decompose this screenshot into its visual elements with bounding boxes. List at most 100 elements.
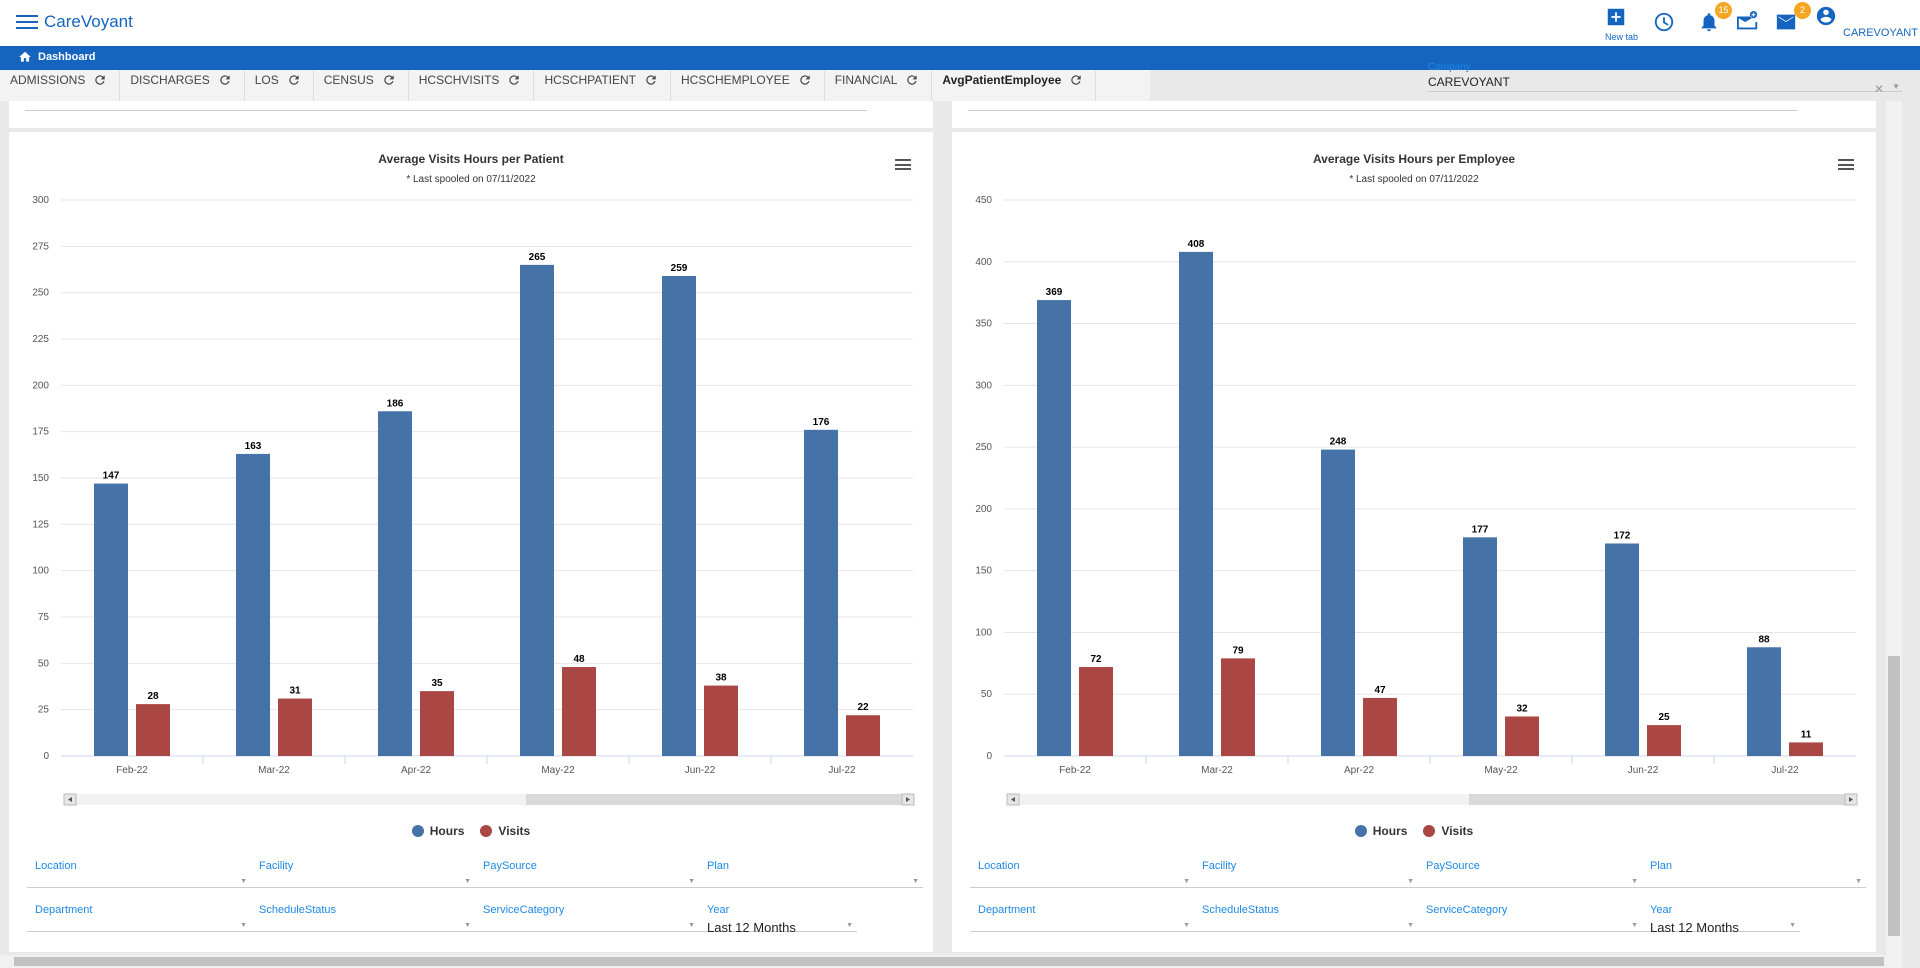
- legend-visits[interactable]: Visits: [1423, 824, 1473, 838]
- chevron-down-icon[interactable]: ▼: [846, 922, 853, 929]
- refresh-icon[interactable]: [905, 73, 919, 87]
- refresh-icon[interactable]: [382, 73, 396, 87]
- bar-visits[interactable]: [278, 698, 312, 756]
- refresh-icon[interactable]: [507, 73, 521, 87]
- tab-financial[interactable]: FINANCIAL: [825, 70, 933, 101]
- chevron-down-icon[interactable]: ▼: [912, 878, 919, 885]
- app-title[interactable]: CareVoyant: [44, 12, 133, 31]
- vertical-scrollbar[interactable]: [1886, 101, 1902, 955]
- tab-admissions[interactable]: ADMISSIONS: [0, 70, 121, 101]
- year-filter[interactable]: Year Last 12 Months ▼: [1642, 902, 1800, 935]
- plan-filter[interactable]: Plan ▼: [1642, 858, 1866, 888]
- tab-label[interactable]: HCSCHEMPLOYEE: [681, 73, 790, 87]
- bar-hours[interactable]: [1747, 647, 1781, 756]
- facility-filter[interactable]: Facility ▼: [1194, 858, 1418, 888]
- tab-avgpatientemployee[interactable]: AvgPatientEmployee: [932, 70, 1097, 101]
- breadcrumb[interactable]: Dashboard: [18, 50, 95, 64]
- chart-scroller-thumb[interactable]: [1469, 794, 1857, 805]
- bar-visits[interactable]: [1363, 697, 1397, 756]
- location-filter[interactable]: Location ▼: [27, 858, 251, 888]
- tab-label[interactable]: AvgPatientEmployee: [942, 73, 1062, 87]
- user-account-icon[interactable]: [1815, 5, 1839, 29]
- breadcrumb-label[interactable]: Dashboard: [38, 51, 96, 63]
- bar-hours[interactable]: [1605, 543, 1639, 756]
- new-tab-label[interactable]: New tab: [1605, 32, 1639, 42]
- chevron-down-icon[interactable]: ▼: [688, 922, 695, 929]
- bar-hours[interactable]: [520, 264, 554, 756]
- paysource-filter[interactable]: PaySource ▼: [1418, 858, 1642, 888]
- menu-icon[interactable]: [16, 12, 38, 32]
- tab-hcschpatient[interactable]: HCSCHPATIENT: [534, 70, 671, 101]
- chevron-down-icon[interactable]: ▼: [1407, 878, 1414, 885]
- bar-hours[interactable]: [1463, 537, 1497, 756]
- company-value[interactable]: CAREVOYANT: [1428, 75, 1902, 92]
- chevron-down-icon[interactable]: ▼: [240, 878, 247, 885]
- department-filter[interactable]: Department ▼: [970, 902, 1194, 932]
- bar-hours[interactable]: [662, 275, 696, 756]
- bar-visits[interactable]: [1505, 716, 1539, 756]
- refresh-icon[interactable]: [287, 73, 301, 87]
- chevron-down-icon[interactable]: ▼: [464, 922, 471, 929]
- bar-hours[interactable]: [236, 453, 270, 756]
- tab-label[interactable]: HCSCHPATIENT: [544, 73, 636, 87]
- year-value[interactable]: Last 12 Months: [1650, 920, 1739, 935]
- bar-hours[interactable]: [1179, 251, 1213, 756]
- chevron-down-icon[interactable]: ▼: [464, 878, 471, 885]
- tab-label[interactable]: FINANCIAL: [834, 73, 898, 87]
- chart-menu-icon[interactable]: [895, 159, 911, 171]
- tab-hcschvisits[interactable]: HCSCHVISITS: [409, 70, 535, 101]
- tab-label[interactable]: LOS: [254, 73, 279, 87]
- scrollbar-thumb[interactable]: [14, 957, 1884, 966]
- bar-hours[interactable]: [1037, 300, 1071, 756]
- plan-filter[interactable]: Plan ▼: [699, 858, 923, 888]
- tab-discharges[interactable]: DISCHARGES: [120, 70, 245, 101]
- tab-label[interactable]: DISCHARGES: [130, 73, 210, 87]
- chevron-down-icon[interactable]: ▼: [1789, 922, 1796, 929]
- bar-visits[interactable]: [136, 704, 170, 756]
- bar-visits[interactable]: [1221, 658, 1255, 756]
- tab-label[interactable]: HCSCHVISITS: [418, 73, 500, 87]
- chevron-down-icon[interactable]: ▼: [1407, 922, 1414, 929]
- refresh-icon[interactable]: [644, 73, 658, 87]
- chevron-down-icon[interactable]: ▼: [240, 922, 247, 929]
- bar-visits[interactable]: [562, 667, 596, 756]
- scrollbar-thumb[interactable]: [1888, 656, 1900, 936]
- tab-label[interactable]: ADMISSIONS: [10, 73, 86, 87]
- bar-visits[interactable]: [846, 715, 880, 756]
- department-filter[interactable]: Department ▼: [27, 902, 251, 932]
- chart-scroller-thumb[interactable]: [526, 794, 914, 805]
- chart-scroller-track[interactable]: [1007, 794, 1857, 805]
- legend-visits-label[interactable]: Visits: [498, 824, 531, 838]
- facility-filter[interactable]: Facility ▼: [251, 858, 475, 888]
- legend-hours-label[interactable]: Hours: [1372, 824, 1408, 838]
- legend-hours[interactable]: Hours: [411, 824, 464, 838]
- legend-visits-label[interactable]: Visits: [1441, 824, 1474, 838]
- compose-mail-icon[interactable]: [1737, 11, 1761, 35]
- refresh-icon[interactable]: [1069, 73, 1083, 87]
- servicecategory-filter[interactable]: ServiceCategory ▼: [1418, 902, 1642, 932]
- chevron-down-icon[interactable]: ▼: [688, 878, 695, 885]
- chevron-down-icon[interactable]: ▼: [1183, 878, 1190, 885]
- messages-icon[interactable]: 2: [1775, 2, 1811, 35]
- bar-hours[interactable]: [94, 483, 128, 756]
- chevron-down-icon[interactable]: ▼: [1631, 922, 1638, 929]
- schedulestatus-filter[interactable]: ScheduleStatus ▼: [1194, 902, 1418, 932]
- legend-visits[interactable]: Visits: [480, 824, 530, 838]
- chevron-down-icon[interactable]: ▼: [1855, 878, 1862, 885]
- company-select[interactable]: Company CAREVOYANT ✕ ▼: [1428, 62, 1902, 100]
- tab-census[interactable]: CENSUS: [314, 70, 409, 101]
- tab-los[interactable]: LOS: [245, 70, 314, 101]
- location-filter[interactable]: Location ▼: [970, 858, 1194, 888]
- year-filter[interactable]: Year Last 12 Months ▼: [699, 902, 857, 935]
- chart-scroller-track[interactable]: [64, 794, 914, 805]
- bar-hours[interactable]: [1321, 449, 1355, 756]
- servicecategory-filter[interactable]: ServiceCategory ▼: [475, 902, 699, 932]
- tab-hcschemployee[interactable]: HCSCHEMPLOYEE: [671, 70, 825, 101]
- paysource-filter[interactable]: PaySource ▼: [475, 858, 699, 888]
- refresh-icon[interactable]: [93, 73, 107, 87]
- year-value[interactable]: Last 12 Months: [707, 920, 796, 935]
- chevron-down-icon[interactable]: ▼: [1183, 922, 1190, 929]
- chevron-down-icon[interactable]: ▼: [1892, 82, 1900, 91]
- new-tab-button[interactable]: [1605, 6, 1629, 30]
- bar-visits[interactable]: [704, 685, 738, 756]
